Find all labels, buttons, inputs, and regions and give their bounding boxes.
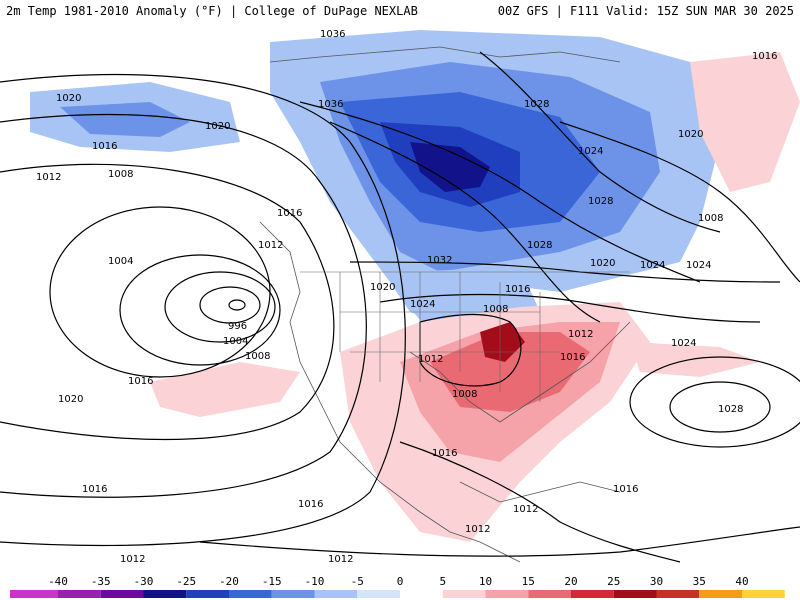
colorbar-tick-label: 10 bbox=[479, 575, 492, 588]
colorbar-swatch bbox=[186, 590, 229, 598]
colorbar-tick-label: 25 bbox=[607, 575, 620, 588]
colorbar-swatch bbox=[485, 590, 529, 598]
colorbar-tick-label: -10 bbox=[305, 575, 325, 588]
pressure-label: 1024 bbox=[578, 146, 603, 157]
colorbar-tick-label: -20 bbox=[219, 575, 239, 588]
colorbar-tick-label: -40 bbox=[48, 575, 68, 588]
pressure-label: 1020 bbox=[678, 129, 703, 140]
pressure-label: 1036 bbox=[318, 99, 343, 110]
colorbar-tick-label: -30 bbox=[134, 575, 154, 588]
colorbar-swatch bbox=[314, 590, 358, 598]
pressure-label: 1012 bbox=[120, 554, 145, 565]
colorbar-swatch bbox=[400, 590, 443, 598]
colorbar-tick-label: 30 bbox=[650, 575, 663, 588]
colorbar-swatch bbox=[271, 590, 315, 598]
colorbar-tick-label: -15 bbox=[262, 575, 282, 588]
colorbar-swatch bbox=[442, 590, 486, 598]
colorbar-swatch bbox=[656, 590, 700, 598]
pressure-labels: 1036 1036 1028 1016 1020 1020 1016 1012 … bbox=[36, 29, 777, 565]
pressure-label: 1004 bbox=[108, 256, 133, 267]
warm-anomaly-atlantic bbox=[630, 342, 760, 377]
pressure-label: 1024 bbox=[671, 338, 696, 349]
pressure-label: 1008 bbox=[245, 351, 270, 362]
pressure-label: 1012 bbox=[418, 354, 443, 365]
model-valid-time: 00Z GFS | F111 Valid: 15Z SUN MAR 30 202… bbox=[497, 4, 794, 18]
pressure-label: 1032 bbox=[427, 255, 452, 266]
map-header: 2m Temp 1981-2010 Anomaly (°F) | College… bbox=[0, 0, 800, 22]
pressure-label: 1012 bbox=[258, 240, 283, 251]
pressure-label: 1016 bbox=[298, 499, 323, 510]
colorbar-swatch bbox=[528, 590, 571, 598]
colorbar-tick-label: -25 bbox=[176, 575, 196, 588]
warm-anomaly-pacific bbox=[150, 362, 300, 417]
pressure-label: 1016 bbox=[128, 376, 153, 387]
warm-anomaly-greenland bbox=[690, 52, 800, 192]
pressure-label: 1016 bbox=[560, 352, 585, 363]
pressure-label: 1012 bbox=[568, 329, 593, 340]
pressure-label: 1012 bbox=[465, 524, 490, 535]
colorbar-tick-label: 40 bbox=[735, 575, 748, 588]
pressure-label: 1020 bbox=[56, 93, 81, 104]
colorbar-tick-labels: -40 -35 -30 -25 -20 -15 -10 -5 0 5 10 15 20 25 30 35 40 bbox=[48, 575, 749, 588]
isobars bbox=[0, 51, 800, 563]
colorbar-swatch bbox=[10, 590, 58, 598]
pressure-label: 1016 bbox=[752, 51, 777, 62]
colorbar-swatch bbox=[357, 590, 400, 598]
pressure-label: 1016 bbox=[92, 141, 117, 152]
pressure-label: 1008 bbox=[698, 213, 723, 224]
pressure-label: 1008 bbox=[108, 169, 133, 180]
cold-anomaly-canada-peak bbox=[410, 142, 490, 192]
anomaly-shading bbox=[30, 30, 800, 542]
pressure-label: 1012 bbox=[328, 554, 353, 565]
colorbar-tick-label: 15 bbox=[522, 575, 535, 588]
colorbar-swatch bbox=[699, 590, 742, 598]
pressure-label: 1016 bbox=[505, 284, 530, 295]
colorbar-swatch bbox=[742, 590, 785, 598]
pressure-label: 1004 bbox=[223, 336, 248, 347]
pressure-label: 1028 bbox=[588, 196, 613, 207]
colorbar-swatch bbox=[100, 590, 144, 598]
pressure-label: 1016 bbox=[82, 484, 107, 495]
pressure-label: 1020 bbox=[58, 394, 83, 405]
colorbar-swatch bbox=[571, 590, 614, 598]
political-borders bbox=[300, 271, 630, 402]
pressure-label: 1020 bbox=[205, 121, 230, 132]
pressure-label: 996 bbox=[228, 321, 247, 332]
pressure-label: 1024 bbox=[686, 260, 711, 271]
product-title: 2m Temp 1981-2010 Anomaly (°F) | College… bbox=[6, 4, 418, 18]
colorbar-tick-label: -5 bbox=[351, 575, 364, 588]
anomaly-colorbar: -40 -35 -30 -25 -20 -15 -10 -5 0 5 10 15 20 25 30 35 40 bbox=[0, 574, 800, 600]
pressure-label: 1016 bbox=[277, 208, 302, 219]
colorbar-tick-label: 20 bbox=[564, 575, 577, 588]
pressure-label: 1020 bbox=[590, 258, 615, 269]
pressure-label: 1024 bbox=[640, 260, 665, 271]
cold-anomaly-alaska-mid bbox=[60, 102, 190, 137]
colorbar-swatch bbox=[58, 590, 101, 598]
colorbar-tick-label: 5 bbox=[439, 575, 446, 588]
pressure-label: 1012 bbox=[36, 172, 61, 183]
pressure-label: 1036 bbox=[320, 29, 345, 40]
pressure-label: 1012 bbox=[513, 504, 538, 515]
pressure-label: 1016 bbox=[613, 484, 638, 495]
colorbar-tick-label: 0 bbox=[397, 575, 404, 588]
colorbar-swatches bbox=[10, 590, 785, 598]
pressure-label: 1028 bbox=[527, 240, 552, 251]
colorbar-swatch bbox=[229, 590, 272, 598]
colorbar-tick-label: 35 bbox=[693, 575, 706, 588]
pressure-label: 1016 bbox=[432, 448, 457, 459]
colorbar-tick-label: -35 bbox=[91, 575, 111, 588]
colorbar-swatch bbox=[613, 590, 657, 598]
pressure-label: 1020 bbox=[370, 282, 395, 293]
pressure-label: 1008 bbox=[483, 304, 508, 315]
pressure-label: 1028 bbox=[718, 404, 743, 415]
weather-map: 1036 1036 1028 1016 1020 1020 1016 1012 … bbox=[0, 22, 800, 574]
colorbar-swatch bbox=[143, 590, 187, 598]
pressure-label: 1028 bbox=[524, 99, 549, 110]
pressure-label: 1024 bbox=[410, 299, 435, 310]
pressure-label: 1008 bbox=[452, 389, 477, 400]
